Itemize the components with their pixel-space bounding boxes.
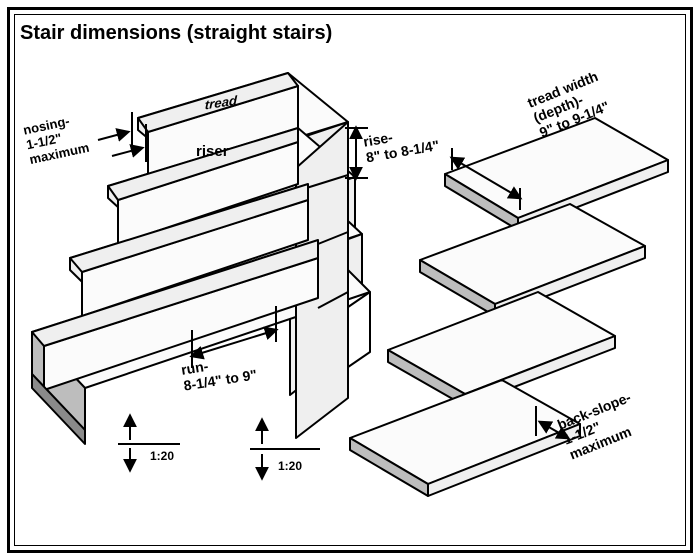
label-ratio-left: 1:20 bbox=[150, 450, 174, 464]
label-riser: riser bbox=[196, 143, 229, 160]
label-ratio-right: 1:20 bbox=[278, 460, 302, 474]
